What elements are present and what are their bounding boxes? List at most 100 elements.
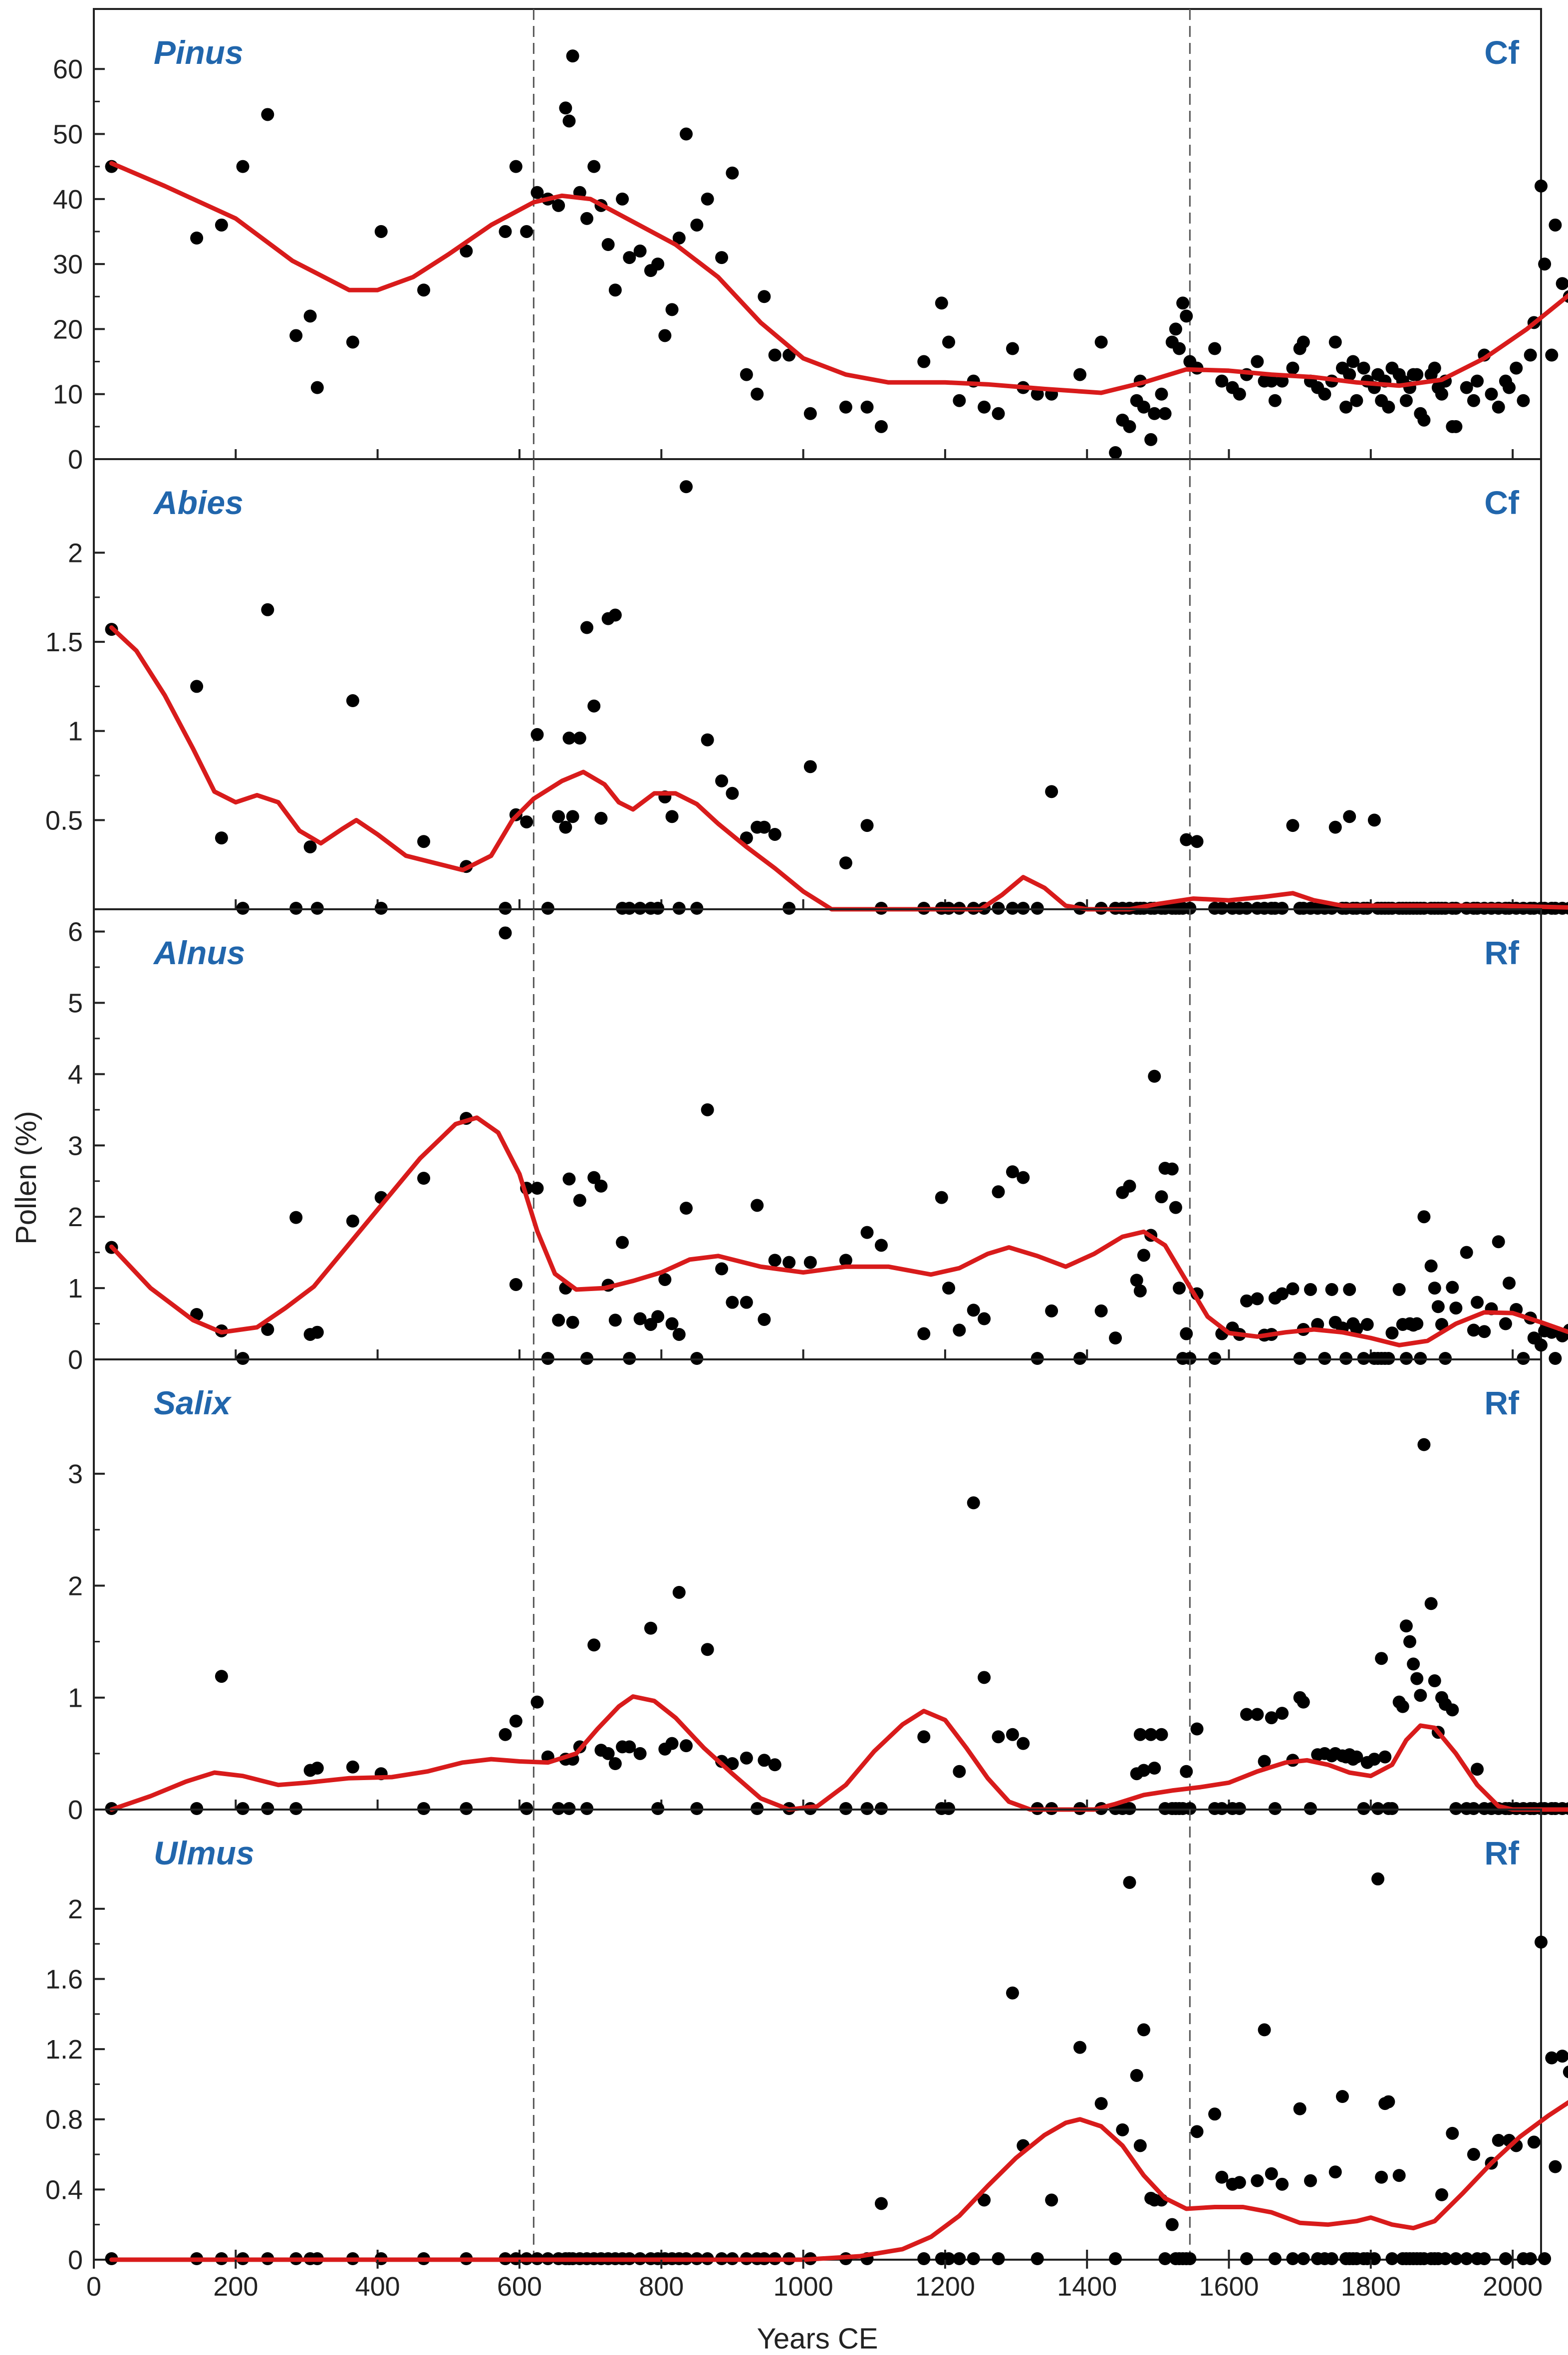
y-tick-label: 2 — [68, 538, 83, 568]
data-point — [992, 1730, 1005, 1744]
data-point — [1403, 1635, 1417, 1648]
data-point — [303, 309, 317, 323]
data-point — [839, 856, 852, 870]
data-point — [1045, 785, 1058, 798]
data-point — [1265, 1711, 1278, 1725]
data-point — [1155, 387, 1168, 401]
data-point — [1428, 1674, 1441, 1688]
data-point — [1137, 1249, 1150, 1262]
data-point — [1094, 335, 1108, 349]
data-point — [874, 2197, 888, 2210]
data-point — [1535, 1935, 1548, 1949]
data-point — [1375, 2170, 1388, 2184]
data-point — [1148, 1069, 1161, 1083]
data-point — [562, 114, 576, 128]
data-point — [1325, 1283, 1338, 1296]
data-point — [499, 1728, 512, 1741]
data-point — [1485, 387, 1498, 401]
data-point — [1215, 374, 1229, 388]
data-point — [1173, 342, 1186, 355]
data-point — [1017, 1171, 1030, 1184]
data-point — [1180, 833, 1193, 846]
data-point — [978, 2193, 991, 2207]
data-point — [499, 926, 512, 940]
data-point — [215, 218, 228, 232]
data-point — [874, 1239, 888, 1252]
y-tick-label: 1.2 — [45, 2035, 83, 2065]
data-point — [1517, 394, 1530, 407]
climate-tag: Rf — [1484, 1834, 1520, 1871]
data-point — [1276, 1707, 1289, 1720]
data-point — [1510, 361, 1523, 375]
x-tick-label: 600 — [497, 2272, 542, 2302]
data-point — [1563, 2066, 1568, 2079]
y-axis-title: Pollen (%) — [10, 1111, 42, 1245]
data-point — [1328, 335, 1342, 349]
panel-pinus: 0 10 20 30 40 50 60 Pinus Cf — [53, 8, 1568, 475]
data-point — [1410, 1672, 1424, 1685]
data-point — [1137, 1764, 1150, 1777]
x-tick-label: 2000 — [1483, 2272, 1543, 2302]
data-point — [768, 827, 782, 841]
data-point — [1017, 1737, 1030, 1750]
data-point — [1276, 374, 1289, 388]
data-point — [1251, 355, 1264, 368]
smoothed-trend-line — [109, 2100, 1568, 2262]
data-point — [520, 225, 533, 238]
data-point — [726, 1296, 739, 1309]
data-point — [726, 1757, 739, 1771]
data-point — [1116, 2123, 1129, 2136]
data-point — [623, 1740, 636, 1754]
data-point — [740, 1751, 753, 1765]
data-point — [573, 732, 586, 745]
data-point — [1407, 1657, 1420, 1671]
data-point — [1350, 1750, 1363, 1764]
data-point — [552, 810, 565, 823]
data-point — [559, 101, 572, 115]
data-point — [783, 1256, 796, 1269]
smoothed-trend-line — [109, 1694, 1568, 1812]
y-tick-label: 0 — [68, 445, 83, 475]
data-point — [1190, 835, 1204, 848]
data-point — [953, 2252, 966, 2265]
data-point — [1265, 374, 1278, 388]
data-point — [530, 186, 544, 199]
data-point — [967, 2252, 980, 2265]
data-point — [1176, 296, 1190, 310]
data-point — [839, 1254, 852, 1267]
data-point — [992, 2252, 1005, 2265]
data-point — [633, 1312, 647, 1325]
data-point — [1431, 1300, 1445, 1313]
data-point — [594, 811, 608, 825]
data-point — [261, 108, 274, 121]
data-point — [608, 1757, 622, 1771]
data-point — [1133, 1728, 1147, 1741]
data-point — [1158, 407, 1172, 420]
data-point — [1435, 387, 1448, 401]
data-point — [1538, 258, 1552, 271]
data-point — [768, 1254, 782, 1267]
data-point — [562, 732, 576, 745]
data-point — [1524, 348, 1537, 362]
data-point — [1417, 1438, 1431, 1451]
data-point — [1417, 1210, 1431, 1224]
data-point — [839, 400, 852, 414]
y-tick-label: 2 — [68, 1894, 83, 1924]
data-point — [1549, 2160, 1562, 2173]
data-point — [751, 1199, 764, 1212]
data-point — [1158, 2252, 1172, 2265]
data-point — [803, 407, 817, 420]
data-point — [726, 166, 739, 180]
data-point — [587, 1638, 601, 1652]
data-point — [346, 1214, 359, 1228]
data-point — [1492, 400, 1505, 414]
data-point — [1385, 1326, 1399, 1340]
data-point — [1414, 1689, 1427, 1702]
data-point — [1350, 394, 1363, 407]
data-point — [1276, 2177, 1289, 2191]
data-point — [1304, 1283, 1317, 1296]
data-point — [1208, 342, 1222, 355]
data-point — [289, 1211, 303, 1224]
data-point — [1325, 2252, 1338, 2265]
data-point — [1467, 2148, 1480, 2161]
